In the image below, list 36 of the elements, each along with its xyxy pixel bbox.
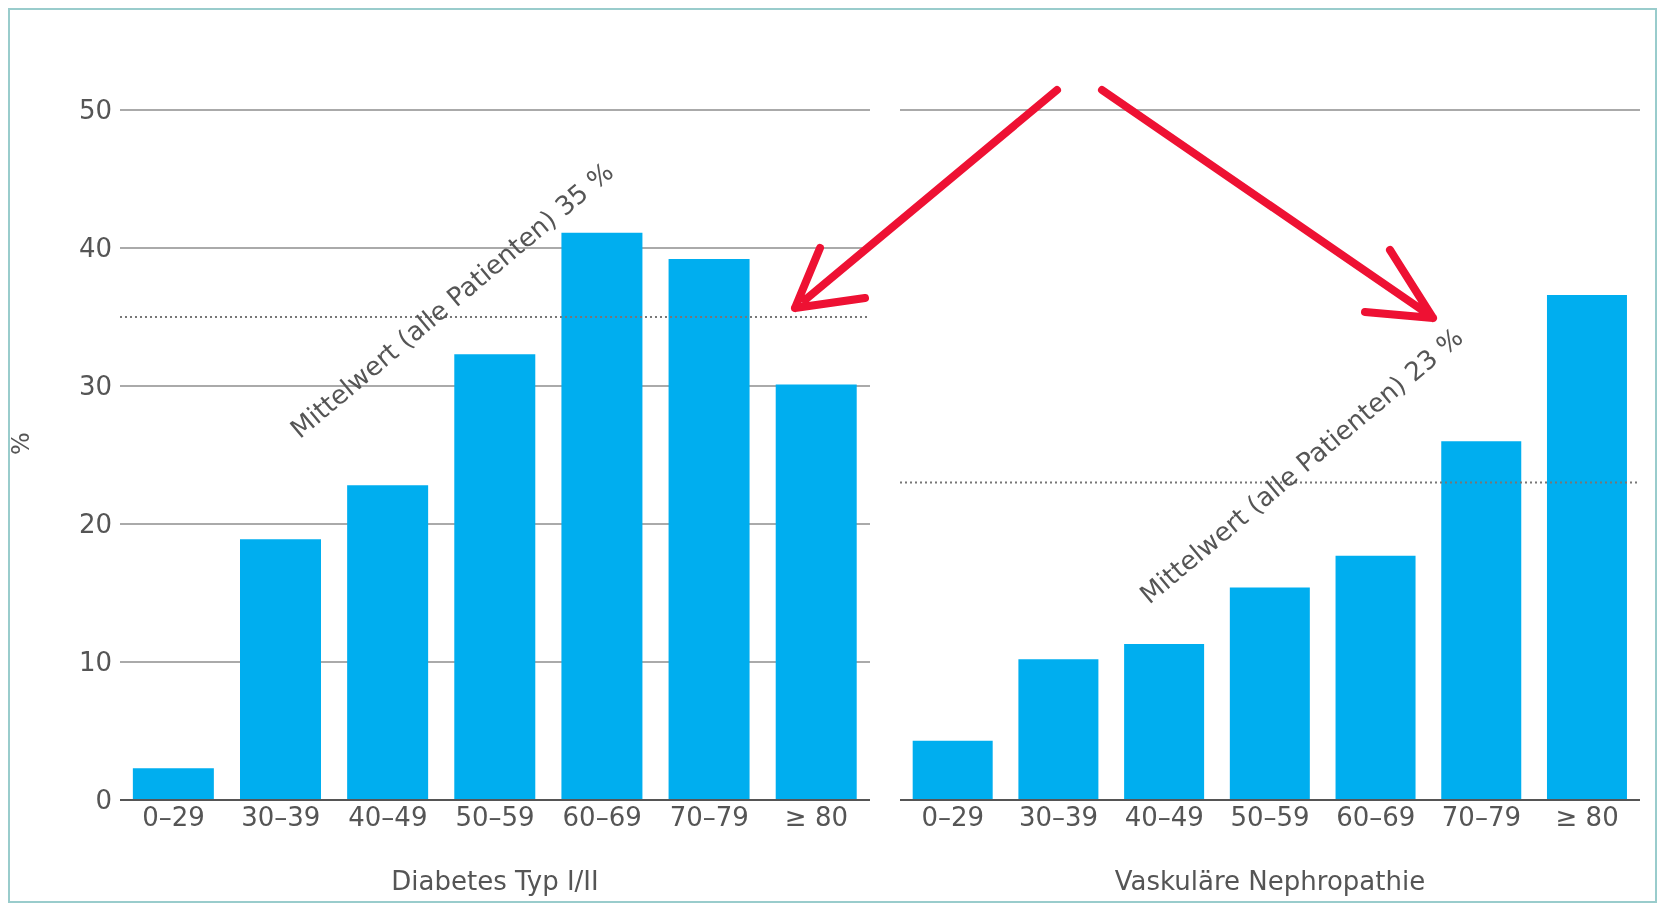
bar — [1546, 294, 1627, 800]
x-tick-label: 40–49 — [1124, 802, 1204, 833]
bar — [668, 259, 750, 800]
bar — [1018, 659, 1099, 800]
x-tick-label: ≥ 80 — [784, 802, 848, 833]
x-tick-label: 0–29 — [142, 802, 205, 833]
x-axis-title: Diabetes Typ I/II — [391, 866, 599, 896]
y-tick-label: 40 — [78, 233, 112, 264]
x-tick-label: 50–59 — [1230, 802, 1310, 833]
x-tick-label: 40–49 — [348, 802, 428, 833]
y-tick-label: 10 — [78, 647, 112, 678]
x-tick-label: 60–69 — [1336, 802, 1416, 833]
x-tick-label: ≥ 80 — [1555, 802, 1619, 833]
y-tick-label: 50 — [78, 95, 112, 126]
x-tick-label: 30–39 — [1018, 802, 1099, 833]
x-tick-label: 60–69 — [562, 802, 642, 833]
bar — [1335, 555, 1416, 800]
x-axis-title: Vaskuläre Nephropathie — [1114, 866, 1426, 896]
x-tick-label: 50–59 — [455, 802, 535, 833]
bar — [1441, 441, 1522, 800]
bar — [1124, 644, 1205, 800]
bar — [912, 740, 993, 800]
bar — [454, 354, 536, 800]
bar — [347, 485, 429, 800]
x-tick-label: 70–79 — [669, 802, 749, 833]
y-axis-title: % — [6, 432, 35, 455]
bar — [775, 384, 857, 800]
bar — [132, 768, 214, 800]
bar — [561, 232, 643, 800]
x-tick-label: 0–29 — [921, 802, 985, 833]
y-tick-label: 20 — [78, 509, 112, 540]
y-tick-label: 0 — [95, 785, 112, 816]
x-tick-label: 30–39 — [241, 802, 321, 833]
y-tick-label: 30 — [78, 371, 112, 402]
bar — [240, 539, 321, 800]
x-tick-label: 70–79 — [1441, 802, 1522, 833]
